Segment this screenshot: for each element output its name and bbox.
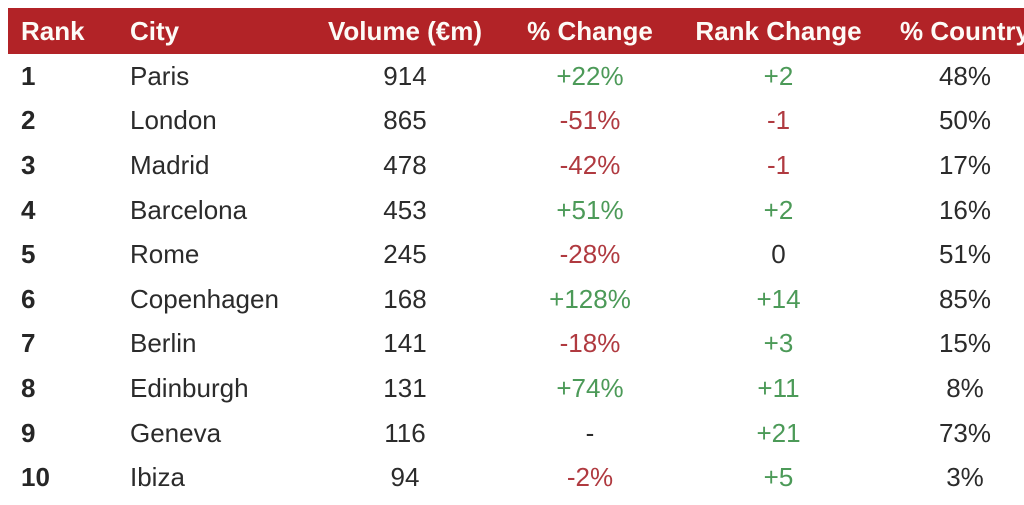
cell-pct-change: +22% (556, 60, 624, 91)
table-row: 3 Madrid 478 -42% -1 17% (8, 143, 1024, 188)
cell-city: Geneva (130, 417, 222, 448)
page: Rank City Volume (€m) % Change Rank Chan… (0, 8, 1024, 505)
cell-pct-change: -2% (566, 462, 614, 493)
cell-rank-change: +11 (757, 372, 800, 403)
table-row: 8 Edinburgh 131 +74% +11 8% (8, 366, 1024, 411)
cell-rank: 9 (21, 417, 36, 448)
cell-pct-country: 3% (946, 462, 984, 493)
cell-rank-change: -1 (766, 149, 791, 180)
cell-pct-change: +74% (556, 372, 624, 403)
cell-city: Berlin (130, 328, 197, 359)
header-cell-rank-change: Rank Change (695, 15, 862, 46)
table-row: 4 Barcelona 453 +51% +2 16% (8, 187, 1024, 233)
cell-volume: 245 (383, 239, 427, 270)
cell-pct-change: +51% (556, 194, 624, 225)
header-cell-rank: Rank (21, 15, 85, 46)
cell-pct-change: -42% (559, 149, 621, 180)
cell-rank: 2 (21, 105, 36, 136)
cell-city: Ibiza (130, 462, 185, 493)
cell-pct-change: +128% (549, 283, 631, 314)
cell-volume: 131 (383, 372, 427, 403)
header-cell-pct-country: % Country (900, 15, 1024, 46)
cell-rank-change: +21 (756, 417, 801, 448)
header-cell-pct-change: % Change (527, 15, 653, 46)
cell-volume: 865 (383, 105, 427, 136)
cell-rank-change: +2 (763, 194, 794, 225)
table-row: 5 Rome 245 -28% 0 51% (8, 232, 1024, 277)
cell-volume: 168 (383, 283, 427, 314)
cell-rank: 3 (21, 149, 36, 180)
cell-city: Edinburgh (130, 372, 249, 403)
table-row: 10 Ibiza 94 -2% +5 3% (8, 455, 1024, 500)
cell-pct-country: 50% (938, 105, 992, 136)
cell-rank-change: +14 (756, 283, 801, 314)
cell-rank-change: 0 (771, 239, 786, 270)
table-row: 2 London 865 -51% -1 50% (8, 98, 1024, 144)
table-header-row: Rank City Volume (€m) % Change Rank Chan… (8, 8, 1024, 54)
table-header: Rank City Volume (€m) % Change Rank Chan… (8, 8, 1024, 54)
cell-rank: 8 (21, 372, 36, 403)
cell-rank: 10 (21, 462, 50, 493)
cell-volume: 914 (383, 60, 427, 91)
cell-rank-change: -1 (766, 105, 791, 136)
cell-volume: 453 (383, 194, 427, 225)
header-cell-city: City (130, 15, 180, 46)
cell-pct-change: -28% (559, 239, 621, 270)
table-body: 1 Paris 914 +22% +2 48% 2 London 865 -51… (8, 54, 1024, 500)
cell-volume: 116 (384, 417, 426, 448)
cell-city: Barcelona (130, 194, 248, 225)
cell-city: Madrid (130, 149, 210, 180)
cell-rank: 6 (21, 283, 36, 314)
cell-city: Rome (130, 239, 200, 270)
cell-rank-change: +5 (763, 462, 794, 493)
cell-pct-country: 8% (946, 372, 984, 403)
cell-pct-change: -18% (559, 328, 621, 359)
cell-pct-country: 15% (938, 328, 992, 359)
header-cell-volume: Volume (€m) (327, 15, 483, 46)
cell-rank: 4 (21, 194, 36, 225)
table-row: 7 Berlin 141 -18% +3 15% (8, 321, 1024, 367)
cell-rank-change: +2 (763, 60, 794, 91)
cell-pct-country: 17% (938, 149, 992, 180)
cell-pct-country: 51% (938, 239, 992, 270)
table-row: 1 Paris 914 +22% +2 48% (8, 54, 1024, 99)
cell-rank: 5 (21, 239, 36, 270)
cell-pct-change: - (585, 417, 595, 448)
cell-pct-country: 48% (938, 60, 992, 91)
cell-city: Copenhagen (130, 283, 279, 314)
cell-volume: 94 (390, 462, 420, 493)
cell-rank: 1 (21, 60, 36, 91)
cell-pct-country: 73% (938, 417, 992, 448)
cell-rank: 7 (21, 328, 36, 359)
cell-volume: 478 (383, 149, 427, 180)
cell-rank-change: +3 (763, 328, 794, 359)
cell-city: London (130, 105, 217, 136)
table-row: 9 Geneva 116 - +21 73% (8, 410, 1024, 456)
cell-volume: 141 (383, 328, 427, 359)
cell-city: Paris (130, 60, 190, 91)
table-row: 6 Copenhagen 168 +128% +14 85% (8, 276, 1024, 322)
city-volume-table: Rank City Volume (€m) % Change Rank Chan… (8, 8, 1024, 500)
cell-pct-country: 85% (938, 283, 992, 314)
cell-pct-change: -51% (559, 105, 621, 136)
cell-pct-country: 16% (938, 194, 992, 225)
